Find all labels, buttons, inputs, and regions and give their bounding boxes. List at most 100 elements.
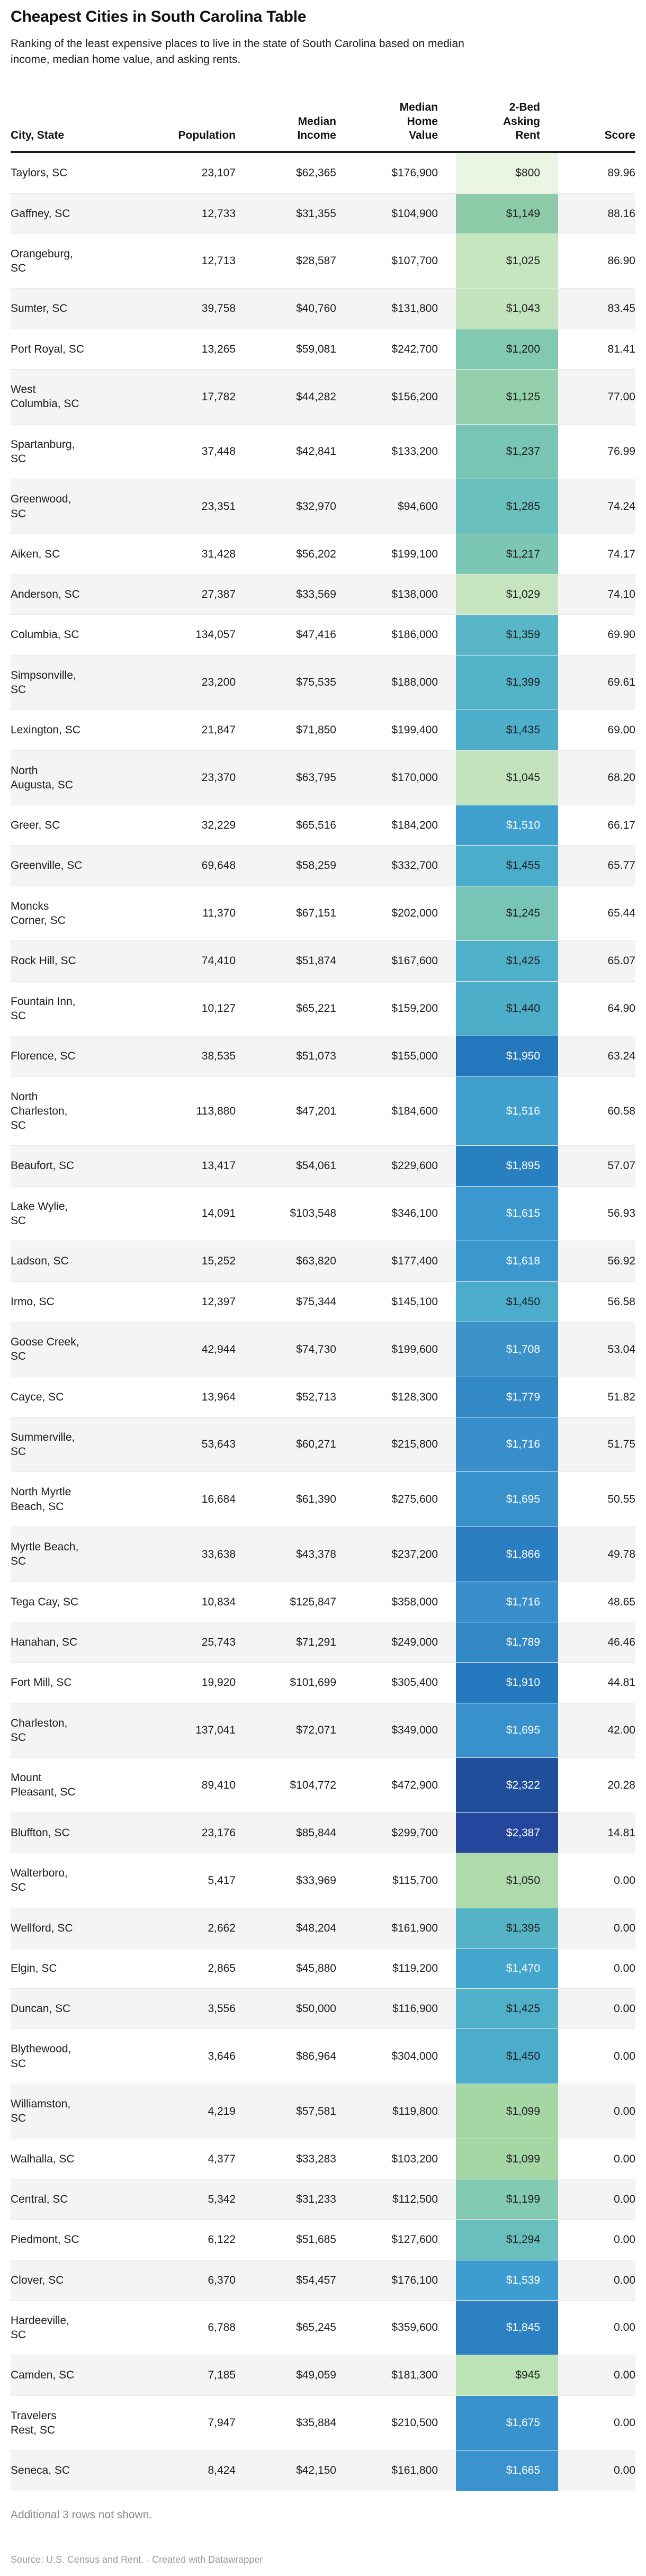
cell-income: $101,699 (236, 1662, 336, 1703)
cell-home: $131,800 (336, 288, 456, 329)
cell-income: $65,221 (236, 981, 336, 1036)
cell-population: 11,370 (138, 885, 236, 941)
table-row: Moncks Corner, SC 11,370 $67,151 $202,000 $1… (11, 885, 635, 941)
cell-city: Rock Hill, SC (11, 940, 138, 982)
cell-score: 76.99 (558, 424, 635, 479)
cell-score: 56.92 (558, 1241, 635, 1282)
cell-population: 5,417 (138, 1852, 236, 1908)
table-row: Hardeeville, SC 6,788 $65,245 $359,600 $1,84… (11, 2300, 635, 2355)
cell-score: 0.00 (558, 2450, 635, 2491)
cell-population: 134,057 (138, 614, 236, 656)
cell-population: 53,643 (138, 1416, 236, 1472)
cell-city: Tega Cay, SC (11, 1581, 138, 1622)
cell-city: Fort Mill, SC (11, 1662, 138, 1703)
cell-score: 0.00 (558, 2300, 635, 2355)
cell-score: 69.00 (558, 710, 635, 751)
cell-population: 39,758 (138, 288, 236, 329)
cell-income: $125,847 (236, 1581, 336, 1622)
cell-score: 56.93 (558, 1186, 635, 1241)
cell-city: Sumter, SC (11, 288, 138, 329)
cell-income: $33,969 (236, 1852, 336, 1908)
cell-rent: $1,045 (456, 750, 558, 805)
cell-city: Goose Creek, SC (11, 1321, 138, 1377)
cell-income: $42,150 (236, 2450, 336, 2491)
cell-population: 23,370 (138, 750, 236, 805)
cell-score: 77.00 (558, 369, 635, 425)
cell-city: Columbia, SC (11, 614, 138, 656)
cell-rent: $1,099 (456, 2138, 558, 2179)
cell-population: 74,410 (138, 940, 236, 982)
cell-score: 0.00 (558, 2355, 635, 2396)
cell-rent: $2,387 (456, 1812, 558, 1853)
cell-population: 12,713 (138, 233, 236, 289)
cell-city: Gaffney, SC (11, 193, 138, 234)
cell-home: $161,900 (336, 1907, 456, 1949)
rows-not-shown-note: Additional 3 rows not shown. (11, 2508, 152, 2521)
cell-city: Orangeburg, SC (11, 233, 138, 289)
table-row: Hanahan, SC 25,743 $71,291 $249,000 $1,789 46… (11, 1621, 635, 1663)
table-row: West Columbia, SC 17,782 $44,282 $156,200 $1… (11, 369, 635, 425)
cell-home: $202,000 (336, 885, 456, 941)
cell-population: 38,535 (138, 1036, 236, 1077)
cell-score: 50.55 (558, 1471, 635, 1527)
table-row: Travelers Rest, SC 7,947 $35,884 $210,500 $1… (11, 2395, 635, 2451)
table-row: Cayce, SC 13,964 $52,713 $128,300 $1,779 51.8… (11, 1376, 635, 1417)
cell-score: 53.04 (558, 1321, 635, 1377)
cell-city: Port Royal, SC (11, 328, 138, 370)
table-row: Wellford, SC 2,662 $48,204 $161,900 $1,395 0.… (11, 1907, 635, 1949)
cell-income: $51,685 (236, 2219, 336, 2260)
cell-population: 4,219 (138, 2084, 236, 2139)
cell-rent: $1,615 (456, 1186, 558, 1241)
cell-income: $32,970 (236, 479, 336, 534)
cell-city: Cayce, SC (11, 1376, 138, 1417)
cell-home: $215,800 (336, 1416, 456, 1472)
cell-city: Lexington, SC (11, 710, 138, 751)
cell-city: Mount Pleasant, SC (11, 1757, 138, 1813)
cell-rent: $1,294 (456, 2219, 558, 2260)
cell-score: 57.07 (558, 1145, 635, 1187)
cell-population: 33,638 (138, 1527, 236, 1582)
cell-home: $127,600 (336, 2219, 456, 2260)
cell-home: $349,000 (336, 1702, 456, 1758)
cell-score: 0.00 (558, 1988, 635, 2029)
cell-population: 5,342 (138, 2178, 236, 2220)
cell-home: $188,000 (336, 654, 456, 710)
cell-population: 3,646 (138, 2029, 236, 2084)
cell-home: $184,600 (336, 1076, 456, 1146)
cell-city: North Myrtle Beach, SC (11, 1471, 138, 1527)
table-row: Myrtle Beach, SC 33,638 $43,378 $237,200 $1,… (11, 1527, 635, 1582)
table-row: Blythewood, SC 3,646 $86,964 $304,000 $1,450… (11, 2029, 635, 2084)
cell-rent: $1,199 (456, 2178, 558, 2220)
source-attribution: Source: U.S. Census and Rent. · Created … (11, 2554, 263, 2565)
cell-income: $51,874 (236, 940, 336, 982)
table-row: Greenville, SC 69,648 $58,259 $332,700 $1,45… (11, 845, 635, 886)
cell-home: $177,400 (336, 1241, 456, 1282)
cell-home: $275,600 (336, 1471, 456, 1527)
cell-home: $104,900 (336, 193, 456, 234)
table-row: Lake Wylie, SC 14,091 $103,548 $346,100 $1,6… (11, 1186, 635, 1241)
cell-income: $45,880 (236, 1947, 336, 1989)
cell-income: $62,365 (296, 167, 336, 179)
table-row: Charleston, SC 137,041 $72,071 $349,000 $1,6… (11, 1702, 635, 1758)
cell-city: Summerville, SC (11, 1416, 138, 1472)
cell-rent: $1,695 (456, 1471, 558, 1527)
cell-score: 63.24 (558, 1036, 635, 1077)
cell-income: $51,073 (236, 1036, 336, 1077)
cell-score: 64.90 (558, 981, 635, 1036)
cell-income: $33,283 (236, 2138, 336, 2179)
cell-city: West Columbia, SC (11, 369, 138, 425)
cell-rent: $1,516 (456, 1076, 558, 1146)
cell-population: 7,947 (138, 2395, 236, 2451)
table-row: Elgin, SC 2,865 $45,880 $119,200 $1,470 0.00 (11, 1947, 635, 1989)
cell-population: 6,788 (138, 2300, 236, 2355)
cell-income: $49,059 (236, 2355, 336, 2396)
cell-home: $332,700 (336, 845, 456, 886)
cell-home: $229,600 (336, 1145, 456, 1187)
cell-city: Blythewood, SC (11, 2029, 138, 2084)
cell-city: Taylors, SC (11, 167, 68, 179)
cell-city: North Augusta, SC (11, 750, 138, 805)
column-header-income: Median Income (236, 100, 336, 154)
cell-score: 56.58 (558, 1281, 635, 1322)
column-header-home: Median Home Value (336, 100, 456, 154)
cell-income: $47,416 (236, 614, 336, 656)
